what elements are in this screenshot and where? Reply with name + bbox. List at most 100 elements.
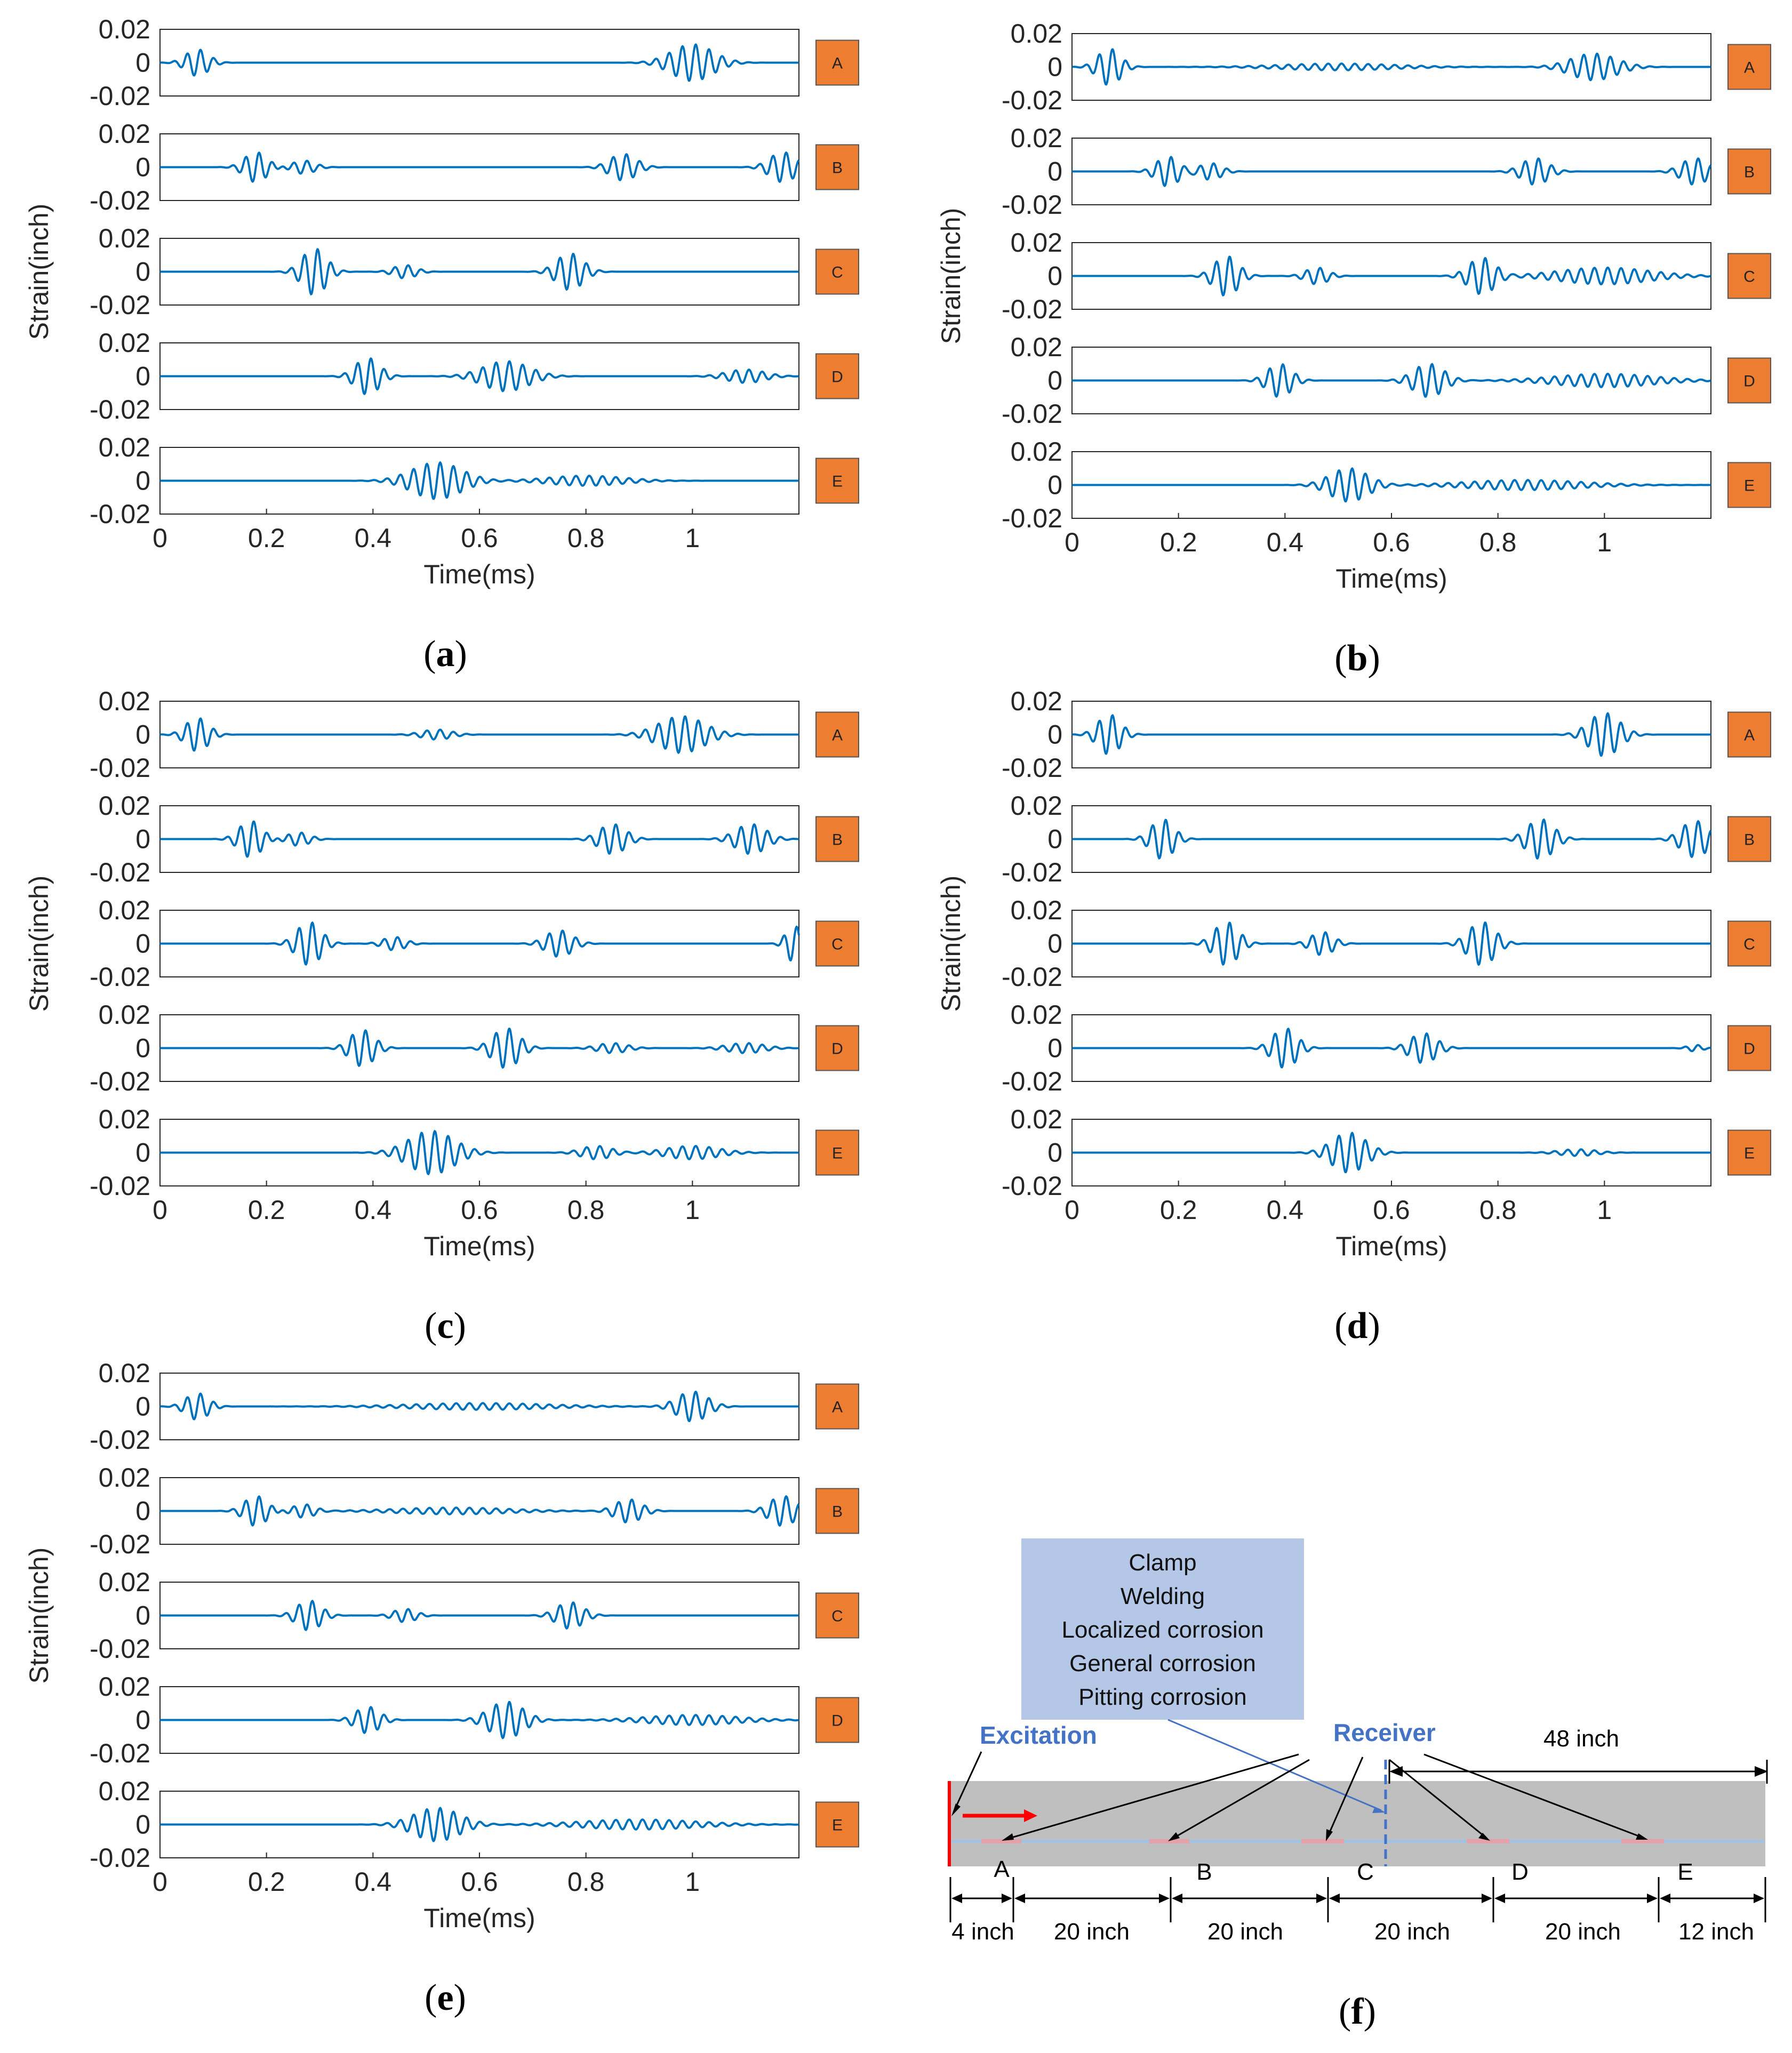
panel-label-b: (b) xyxy=(1334,638,1380,679)
dimension-20-inch-2: 20 inch xyxy=(1207,1919,1283,1945)
row-tag-box-B xyxy=(815,816,859,862)
strain-series-B xyxy=(160,820,799,858)
defect-label-b: B xyxy=(1196,1859,1212,1885)
y-tick-label: 0 xyxy=(135,153,150,182)
pointer-to-d xyxy=(1389,1759,1486,1838)
x-axis-label: Time(ms) xyxy=(1335,564,1447,594)
receiver-label: Receiver xyxy=(1333,1719,1436,1746)
x-tick-label: 0.6 xyxy=(1373,527,1410,557)
y-tick-label: 0.02 xyxy=(1011,1104,1062,1134)
row-tag-label: C xyxy=(831,936,843,953)
panel-label-f: (f) xyxy=(1339,1991,1376,2032)
defect-type-box xyxy=(1021,1538,1304,1720)
y-tick-label: -0.02 xyxy=(90,1529,150,1559)
y-tick-label: -0.02 xyxy=(90,857,150,887)
row-tag-box-A xyxy=(815,1383,859,1430)
strain-series-B xyxy=(1072,155,1712,188)
y-axis-label: Strain(inch) xyxy=(936,208,966,344)
x-tick-label: 0.6 xyxy=(461,1867,498,1897)
y-axis-label: Strain(inch) xyxy=(24,1547,54,1684)
row-tag-box-D xyxy=(815,1697,859,1743)
y-tick-label: 0.02 xyxy=(1011,228,1062,258)
strain-series-D xyxy=(1072,363,1711,398)
strain-series-C xyxy=(160,1599,799,1631)
panel-label-a: (a) xyxy=(423,633,467,675)
pointer-to-e xyxy=(1423,1753,1643,1839)
row-tag-label: D xyxy=(1743,373,1755,390)
y-tick-label: 0 xyxy=(1047,52,1062,82)
pointer-to-d-head xyxy=(1478,1833,1490,1841)
y-tick-label: -0.02 xyxy=(90,499,150,529)
row-tag-box-C xyxy=(815,1592,859,1639)
x-tick-label: 0.6 xyxy=(461,523,498,553)
y-tick-label: 0 xyxy=(135,362,150,391)
row-tag-label: B xyxy=(832,831,843,849)
x-axis-label: Time(ms) xyxy=(423,1231,535,1261)
y-tick-label: 0.02 xyxy=(1011,332,1062,362)
x-tick-label: 0 xyxy=(1065,1195,1079,1225)
y-tick-label: 0 xyxy=(135,1392,150,1422)
row-tag-box-A xyxy=(1727,711,1771,758)
strain-series-A xyxy=(1071,48,1711,86)
strain-series-C xyxy=(1072,255,1711,297)
x-tick-label: 0.4 xyxy=(1267,1195,1304,1225)
strain-series-C xyxy=(160,248,799,296)
row-tag-label: B xyxy=(1744,164,1755,181)
y-tick-label: -0.02 xyxy=(1002,503,1062,533)
box-line-general: General corrosion xyxy=(1069,1650,1256,1677)
x-tick-label: 0.8 xyxy=(1479,1195,1517,1225)
x-tick-label: 1 xyxy=(685,523,700,553)
charts-layer: 0.020-0.02A0.020-0.02B0.020-0.02C0.020-0… xyxy=(24,14,1771,2018)
x-tick-label: 0.2 xyxy=(1160,527,1197,557)
dimension-ticks xyxy=(949,1877,1766,1922)
y-tick-label: -0.02 xyxy=(90,395,150,424)
x-axis-label: Time(ms) xyxy=(1335,1231,1447,1261)
pointer-to-b-head xyxy=(1168,1832,1180,1841)
row-tag-label: A xyxy=(1744,59,1755,77)
y-tick-label: 0 xyxy=(135,1033,150,1063)
y-tick-label: -0.02 xyxy=(90,186,150,215)
x-tick-label: 0 xyxy=(153,1195,167,1225)
x-tick-label: 0.4 xyxy=(1267,527,1304,557)
y-tick-label: -0.02 xyxy=(90,1425,150,1455)
y-tick-label: 0 xyxy=(135,1810,150,1840)
strain-series-E xyxy=(160,1129,799,1176)
row-tag-box-D xyxy=(815,1025,859,1071)
y-tick-label: 0.02 xyxy=(99,791,150,821)
strain-series-C xyxy=(1072,921,1711,966)
pointer-to-c xyxy=(1327,1757,1364,1837)
y-tick-label: -0.02 xyxy=(1002,190,1062,220)
y-tick-label: 0 xyxy=(135,1496,150,1526)
row-tag-box-B xyxy=(815,1488,859,1534)
pipe-body xyxy=(949,1781,1765,1866)
strain-series-A xyxy=(160,1390,799,1423)
y-tick-label: 0.02 xyxy=(1011,1000,1062,1030)
row-tag-box-E xyxy=(815,1801,859,1848)
excitation-pointer xyxy=(953,1751,982,1813)
chart-panel-d: 0.020-0.02A0.020-0.02B0.020-0.02C0.020-0… xyxy=(936,686,1771,1346)
row-tag-label: D xyxy=(831,1040,843,1058)
y-axis-label: Strain(inch) xyxy=(24,876,54,1012)
box-line-pitting: Pitting corrosion xyxy=(1078,1684,1246,1710)
y-tick-label: 0 xyxy=(135,257,150,287)
strain-series-B xyxy=(160,1495,800,1527)
dimension-12-inch: 12 inch xyxy=(1678,1919,1754,1945)
y-tick-label: -0.02 xyxy=(90,1066,150,1096)
defect-label-c: C xyxy=(1357,1859,1374,1885)
y-tick-label: 0 xyxy=(135,720,150,750)
strain-series-E xyxy=(1072,1131,1711,1174)
x-tick-label: 1 xyxy=(685,1195,700,1225)
x-tick-label: 0.2 xyxy=(248,523,285,553)
dimension-arrowheads xyxy=(951,1894,1764,1903)
y-tick-label: 0.02 xyxy=(99,1776,150,1806)
row-tag-label: A xyxy=(1744,727,1755,744)
y-tick-label: -0.02 xyxy=(90,962,150,992)
x-tick-label: 1 xyxy=(685,1867,700,1897)
y-axis-label: Strain(inch) xyxy=(936,876,966,1012)
strain-series-B xyxy=(160,151,800,183)
dimension-20-inch-1: 20 inch xyxy=(1054,1919,1130,1945)
y-tick-label: 0.02 xyxy=(99,895,150,925)
strain-series-D xyxy=(160,1701,799,1739)
pointer-to-a xyxy=(1007,1753,1299,1840)
